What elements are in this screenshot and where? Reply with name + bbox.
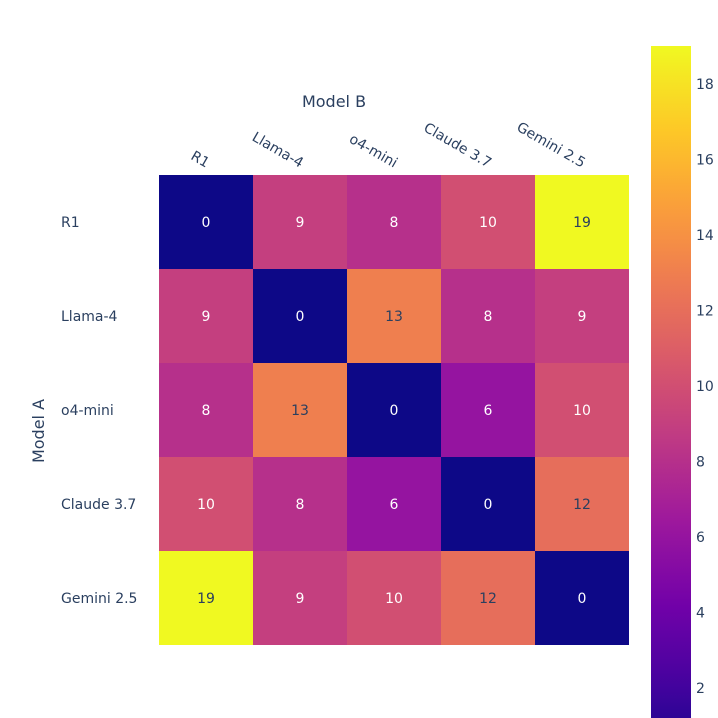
y-axis-ticks: R1 Llama-4 o4-mini Claude 3.7 Gemini 2.5 [61, 215, 137, 607]
colorbar-tick-label: 2 [696, 681, 705, 697]
cell-value-label: 10 [197, 497, 215, 513]
colorbar [651, 46, 691, 718]
colorbar-tick-label: 6 [696, 530, 705, 546]
x-tick-label: Claude 3.7 [421, 120, 494, 172]
cell-value-label: 12 [479, 591, 497, 607]
y-tick-label: Llama-4 [61, 309, 118, 325]
heatmap-cell [535, 269, 629, 363]
colorbar-tick-label: 10 [696, 379, 714, 395]
heatmap-cell [535, 363, 629, 457]
heatmap-cell [159, 457, 253, 551]
cell-value-label: 10 [479, 215, 497, 231]
cell-value-label: 13 [385, 309, 403, 325]
colorbar-tick-label: 14 [696, 228, 714, 244]
y-axis-title: Model A [29, 399, 48, 463]
heatmap-cell [253, 269, 347, 363]
x-tick-label: o4-mini [346, 131, 400, 171]
y-tick-label: Gemini 2.5 [61, 591, 137, 607]
cell-value-label: 10 [573, 403, 591, 419]
heatmap-cell [159, 551, 253, 645]
cell-value-label: 0 [390, 403, 399, 419]
cell-value-label: 19 [573, 215, 591, 231]
heatmap-cells: 0 9 8 10 19 9 0 13 8 9 8 13 0 6 10 10 8 6 0 12 19 9 10 12 0 [159, 175, 629, 645]
heatmap-cell [253, 363, 347, 457]
y-tick-label: Claude 3.7 [61, 497, 136, 513]
cell-value-label: 0 [296, 309, 305, 325]
cell-value-label: 13 [291, 403, 309, 419]
heatmap-cell [253, 551, 347, 645]
cell-value-label: 9 [296, 591, 305, 607]
heatmap-cell [347, 363, 441, 457]
cell-value-label: 10 [385, 591, 403, 607]
heatmap-cell [441, 269, 535, 363]
heatmap-cell [535, 457, 629, 551]
colorbar-tick-label: 16 [696, 152, 714, 168]
colorbar-tick-label: 12 [696, 303, 714, 319]
heatmap-cell [347, 175, 441, 269]
heatmap-cell [253, 457, 347, 551]
heatmap-cell [159, 363, 253, 457]
heatmap-cell [159, 175, 253, 269]
colorbar-tick-label: 18 [696, 77, 714, 93]
heatmap-cell [159, 269, 253, 363]
cell-value-label: 12 [573, 497, 591, 513]
heatmap-cell [441, 551, 535, 645]
heatmap-cell [441, 175, 535, 269]
heatmap-cell [535, 551, 629, 645]
heatmap-cell [347, 269, 441, 363]
cell-value-label: 19 [197, 591, 215, 607]
cell-value-label: 0 [202, 215, 211, 231]
heatmap-cell [441, 457, 535, 551]
y-tick-label: o4-mini [61, 403, 114, 419]
cell-value-label: 9 [202, 309, 211, 325]
cell-value-label: 8 [296, 497, 305, 513]
cell-value-label: 8 [484, 309, 493, 325]
x-tick-label: R1 [188, 148, 212, 171]
heatmap-cell [253, 175, 347, 269]
x-axis-ticks: R1 Llama-4 o4-mini Claude 3.7 Gemini 2.5 [188, 119, 588, 171]
cell-value-label: 9 [296, 215, 305, 231]
x-axis-title: Model B [302, 92, 366, 111]
x-tick-label: Llama-4 [249, 129, 306, 171]
cell-value-label: 0 [484, 497, 493, 513]
heatmap-cell [535, 175, 629, 269]
cell-value-label: 0 [578, 591, 587, 607]
cell-value-label: 8 [390, 215, 399, 231]
heatmap-cell [347, 551, 441, 645]
heatmap-cell [347, 457, 441, 551]
colorbar-tick-label: 4 [696, 605, 705, 621]
cell-value-label: 6 [390, 497, 399, 513]
cell-value-label: 9 [578, 309, 587, 325]
cell-value-label: 8 [202, 403, 211, 419]
y-tick-label: R1 [61, 215, 80, 231]
heatmap-cell [441, 363, 535, 457]
colorbar-tick-label: 8 [696, 454, 705, 470]
colorbar-ticks: 2 4 6 8 10 12 14 16 18 [696, 77, 714, 697]
cell-value-label: 6 [484, 403, 493, 419]
x-tick-label: Gemini 2.5 [514, 119, 588, 171]
